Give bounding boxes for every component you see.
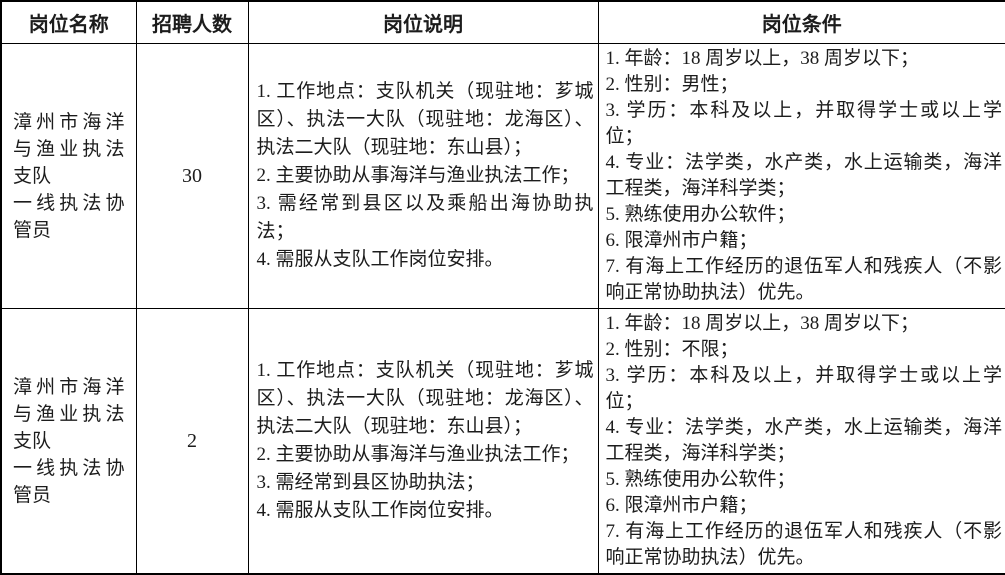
- position-name-cell: 漳州市海洋与渔业执法支队 一线执法协管员: [0, 308, 137, 575]
- header-job-description: 岗位说明: [247, 0, 599, 44]
- recruit-count-cell: 30: [135, 43, 249, 309]
- table-header-row: 岗位名称 招聘人数 岗位说明 岗位条件: [0, 0, 1005, 44]
- header-position-name: 岗位名称: [0, 0, 137, 44]
- header-job-conditions: 岗位条件: [597, 0, 1005, 44]
- header-recruit-count: 招聘人数: [135, 0, 249, 44]
- recruit-count-cell: 2: [135, 308, 249, 575]
- job-description-cell: 1. 工作地点：支队机关（现驻地：芗城区）、执法一大队（现驻地：龙海区）、执法二…: [247, 43, 599, 309]
- position-name-cell: 漳州市海洋与渔业执法支队 一线执法协管员: [0, 43, 137, 309]
- job-conditions-cell: 1. 年龄：18 周岁以上，38 周岁以下； 2. 性别：男性； 3. 学历：本…: [597, 43, 1005, 309]
- table-row: 漳州市海洋与渔业执法支队 一线执法协管员 2 1. 工作地点：支队机关（现驻地：…: [0, 308, 1005, 575]
- table-row: 漳州市海洋与渔业执法支队 一线执法协管员 30 1. 工作地点：支队机关（现驻地…: [0, 43, 1005, 309]
- job-conditions-cell: 1. 年龄：18 周岁以上，38 周岁以下； 2. 性别：不限； 3. 学历：本…: [597, 308, 1005, 575]
- job-description-cell: 1. 工作地点：支队机关（现驻地：芗城区）、执法一大队（现驻地：龙海区）、执法二…: [247, 308, 599, 575]
